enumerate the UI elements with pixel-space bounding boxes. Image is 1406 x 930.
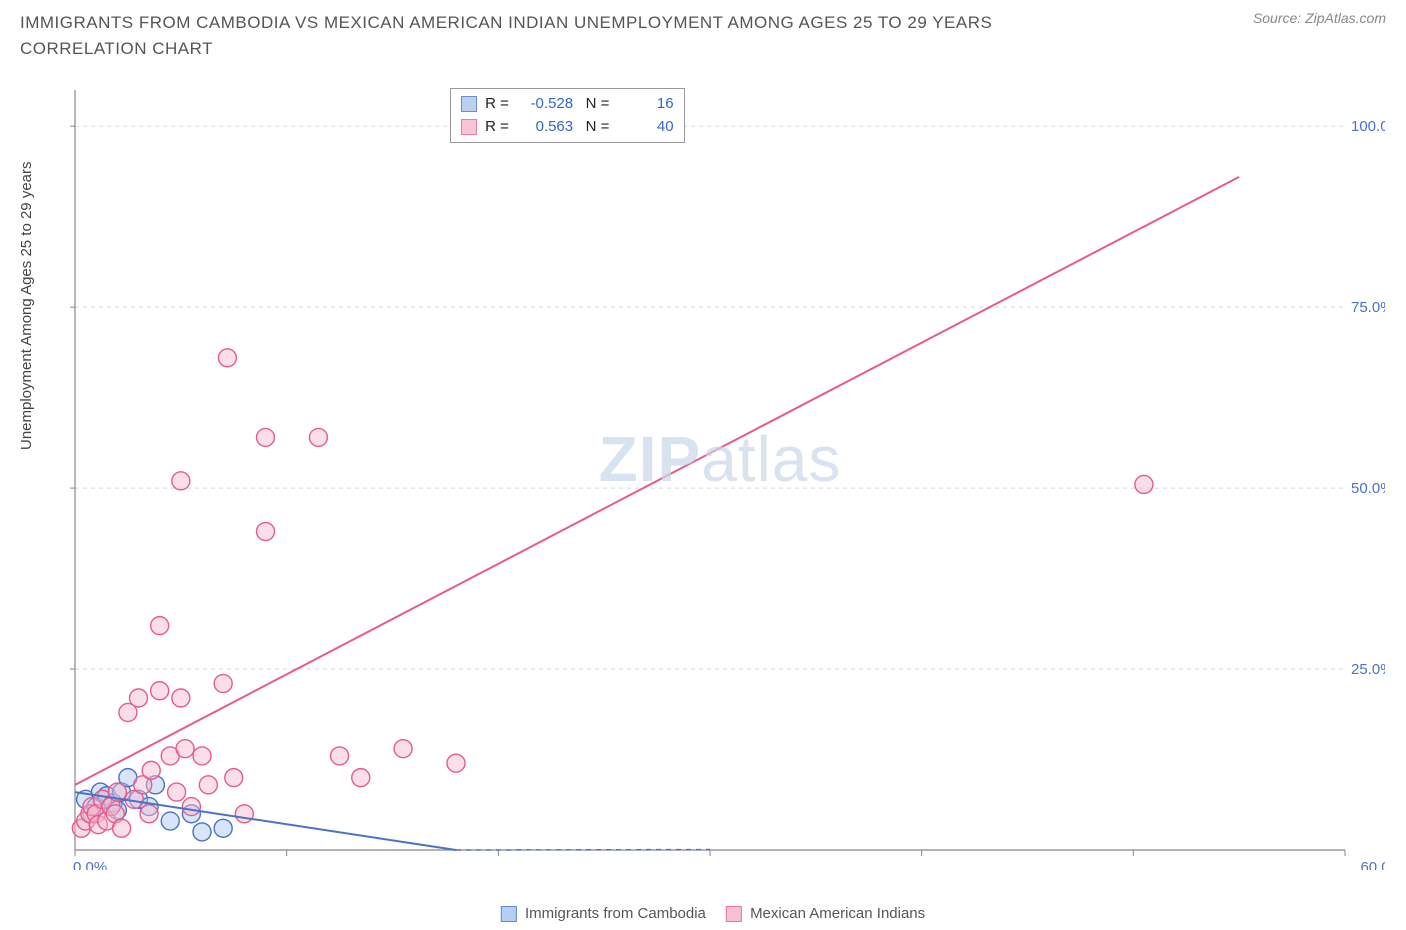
legend-item: Mexican American Indians (706, 905, 925, 922)
svg-text:25.0%: 25.0% (1351, 661, 1385, 678)
source-label: Source: ZipAtlas.com (1253, 10, 1386, 26)
svg-text:50.0%: 50.0% (1351, 480, 1385, 497)
svg-text:0.0%: 0.0% (73, 859, 107, 870)
series-legend: Immigrants from Cambodia Mexican America… (481, 905, 925, 922)
legend-item: Immigrants from Cambodia (481, 905, 706, 922)
correlation-legend: R = -0.528 N = 16 R = 0.563 N = 40 (450, 88, 685, 143)
svg-text:75.0%: 75.0% (1351, 299, 1385, 316)
scatter-chart: 25.0% 50.0% 75.0% 100.0% 0.0% 60.0% (55, 80, 1385, 870)
svg-text:100.0%: 100.0% (1351, 118, 1385, 135)
correlation-row: R = -0.528 N = 16 (461, 93, 674, 116)
svg-text:60.0%: 60.0% (1360, 859, 1385, 870)
correlation-row: R = 0.563 N = 40 (461, 116, 674, 139)
y-axis-label: Unemployment Among Ages 25 to 29 years (18, 161, 35, 450)
chart-title: IMMIGRANTS FROM CAMBODIA VS MEXICAN AMER… (20, 10, 1120, 61)
chart-area: 25.0%50.0%75.0%100.0%0.0%60.0% ZIPatlas (55, 80, 1385, 870)
